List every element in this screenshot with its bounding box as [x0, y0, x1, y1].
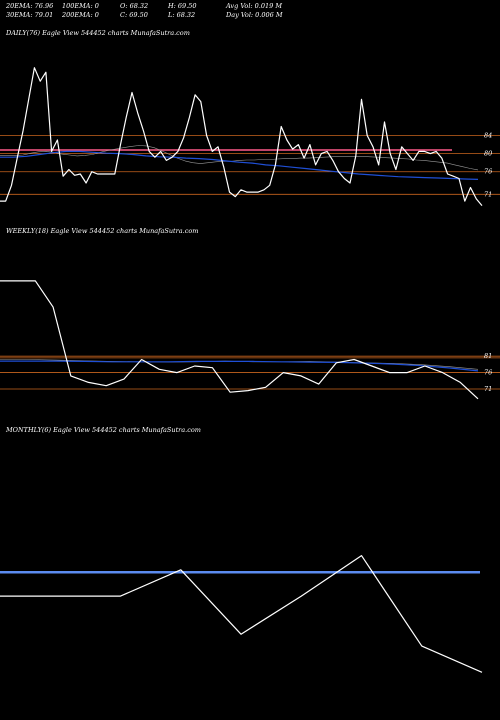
close-stat: C: 69.50 — [120, 11, 148, 19]
weekly-y-tick-label-0: 81 — [484, 352, 492, 360]
daily-panel-title: DAILY(76) Eagle View 544452 charts Munaf… — [6, 29, 190, 37]
weekly-ema-line — [0, 360, 479, 372]
monthly-panel-title: MONTHLY(6) Eagle View 544452 charts Muna… — [6, 426, 201, 434]
daily-ema-line — [0, 150, 479, 180]
daily-y-tick-label-1: 80 — [484, 150, 492, 158]
high-stat: H: 69.50 — [168, 2, 197, 10]
weekly-panel-title: WEEKLY(18) Eagle View 544452 charts Muna… — [6, 227, 199, 235]
daily-y-tick-label-0: 84 — [484, 132, 492, 140]
ema20-stat: 20EMA: 76.96 — [6, 2, 54, 10]
stats-header: 20EMA: 76.96 100EMA: 0 O: 68.32 H: 69.50… — [0, 0, 500, 20]
weekly-y-tick-label-1: 76 — [484, 369, 492, 377]
weekly-price-line — [0, 280, 479, 400]
weekly-y-tick-label-2: 71 — [484, 385, 492, 393]
low-stat: L: 68.32 — [168, 11, 196, 19]
ema30-stat: 30EMA: 79.01 — [6, 11, 54, 19]
ema200-stat: 200EMA: 0 — [62, 11, 99, 19]
avg-vol-stat: Avg Vol: 0.019 M — [226, 2, 283, 10]
daily-price-line — [0, 67, 483, 206]
open-stat: O: 68.32 — [120, 2, 149, 10]
daily-y-tick-label-2: 76 — [484, 168, 492, 176]
weekly-chart: 81 76 71 — [0, 280, 500, 400]
daily-y-tick-label-3: 71 — [484, 190, 492, 198]
ema100-stat: 100EMA: 0 — [62, 2, 99, 10]
daily-chart: 84 80 76 71 — [0, 67, 500, 206]
daily-grey-ema-line — [0, 145, 479, 171]
monthly-price-line — [0, 554, 483, 673]
monthly-chart — [0, 554, 483, 673]
day-vol-stat: Day Vol: 0.006 M — [226, 11, 283, 19]
